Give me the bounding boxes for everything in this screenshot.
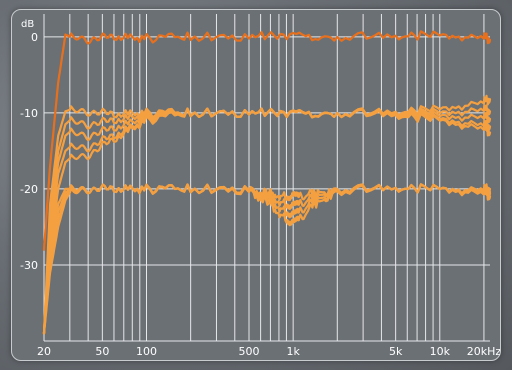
series-line bbox=[42, 94, 492, 335]
y-tick-label: -30 bbox=[20, 259, 38, 272]
series-line bbox=[42, 183, 492, 335]
y-tick-label: 0 bbox=[31, 31, 38, 44]
series-line bbox=[42, 107, 492, 335]
series-group bbox=[42, 30, 492, 335]
chart-panel: dB 0 -10 -20 -30 20 50 100 500 1k 5k 10k 20kHz bbox=[11, 9, 501, 361]
tick-labels: dB 0 -10 -20 -30 20 50 100 500 1k 5k 10k 20kHz bbox=[20, 19, 500, 358]
series-line bbox=[42, 183, 492, 335]
grid bbox=[43, 14, 490, 342]
series-line bbox=[42, 183, 492, 335]
series-line bbox=[42, 107, 492, 335]
series-line bbox=[42, 30, 492, 251]
x-tick-label: 50 bbox=[95, 345, 109, 358]
x-tick-label: 100 bbox=[136, 345, 157, 358]
x-tick-label: 500 bbox=[238, 345, 259, 358]
x-tick-label: 1k bbox=[286, 345, 300, 358]
y-axis-label: dB bbox=[21, 19, 34, 30]
x-tick-label: 20 bbox=[37, 345, 51, 358]
x-tick-label: 20kHz bbox=[467, 345, 500, 358]
y-tick-label: -20 bbox=[20, 183, 38, 196]
x-tick-label: 10k bbox=[430, 345, 451, 358]
series-line bbox=[42, 107, 492, 335]
series-line bbox=[42, 183, 492, 335]
y-tick-label: -10 bbox=[20, 107, 38, 120]
x-tick-label: 5k bbox=[389, 345, 403, 358]
frequency-response-chart: dB 0 -10 -20 -30 20 50 100 500 1k 5k 10k 20kHz bbox=[20, 14, 500, 358]
